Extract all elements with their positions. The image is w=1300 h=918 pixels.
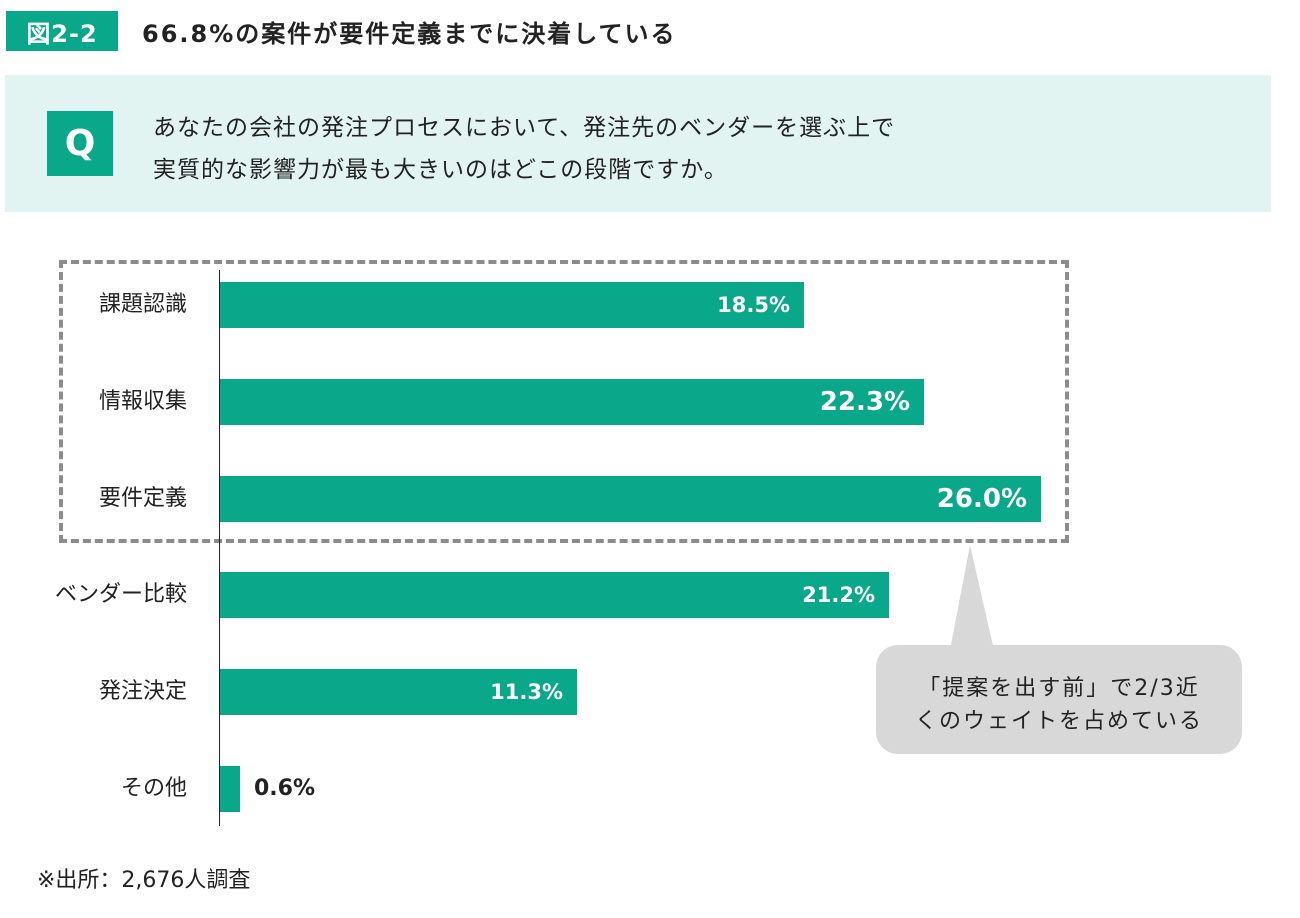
data-label: 21.2% [802, 583, 875, 607]
question-text-line-1: あなたの会社の発注プロセスにおいて、発注先のベンダーを選ぶ上で [153, 115, 896, 141]
figure-title: 66.8%の案件が要件定義までに決着している [142, 20, 677, 48]
callout-tail [950, 545, 994, 650]
question-panel [5, 75, 1271, 212]
figure-number-badge: 図2-2 [6, 11, 118, 51]
callout-text-line-2: くのウェイトを占めている [914, 709, 1203, 734]
source-note: ※出所：2,676人調査 [37, 868, 251, 893]
data-label: 26.0% [936, 484, 1027, 514]
bar [220, 476, 1041, 522]
bar [220, 282, 804, 328]
category-label: 発注決定 [98, 679, 187, 704]
bar [220, 379, 924, 425]
data-label: 18.5% [717, 293, 790, 317]
category-label: 情報収集 [98, 389, 187, 414]
callout-text-line-1: 「提案を出す前」で2/3近 [918, 676, 1200, 701]
category-label: ベンダー比較 [54, 582, 187, 607]
highlight-dashed-box [59, 260, 1069, 543]
question-mark-badge: Q [47, 111, 113, 176]
data-label: 11.3% [490, 680, 563, 704]
category-label: 課題認識 [98, 292, 187, 317]
bar [220, 766, 240, 812]
data-label: 22.3% [819, 387, 910, 417]
question-text-line-2: 実質的な影響力が最も大きいのはどこの段階ですか。 [153, 157, 728, 183]
callout-bubble [876, 645, 1242, 754]
chart-axis-line [219, 270, 220, 826]
bar [220, 669, 577, 715]
data-label: 0.6% [254, 776, 316, 801]
bar [220, 572, 889, 618]
category-label: その他 [120, 776, 187, 801]
category-label: 要件定義 [98, 486, 187, 511]
